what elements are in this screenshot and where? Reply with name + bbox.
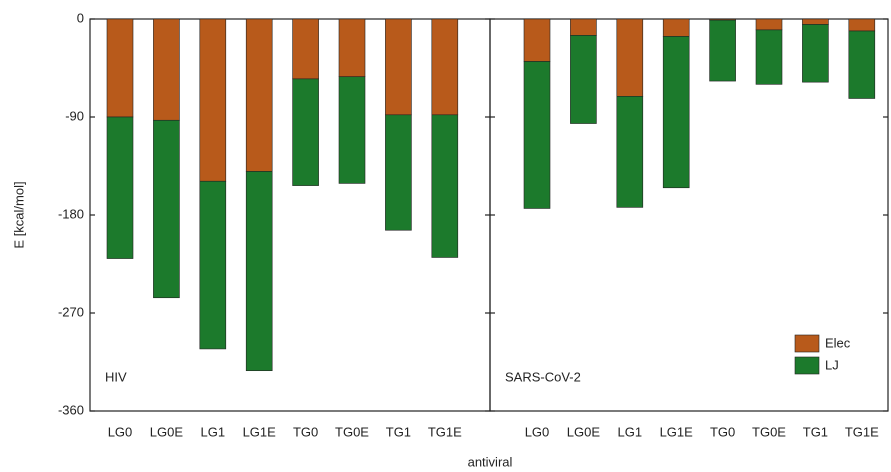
x-tick-label: TG1 [803, 424, 828, 439]
bar-segment [106, 116, 134, 259]
legend-label: Elec [825, 335, 851, 350]
bar-segment [848, 30, 876, 99]
bar-segment [662, 18, 690, 37]
x-tick-label: LG0 [525, 424, 550, 439]
panel-label: SARS-CoV-2 [505, 369, 581, 384]
bar-segment [802, 24, 829, 83]
x-tick-label: LG0 [108, 424, 133, 439]
x-axis-label: antiviral [468, 454, 513, 469]
x-tick-label: LG1 [618, 424, 643, 439]
legend-swatch [794, 356, 820, 375]
bar-segment [106, 18, 134, 118]
bar-segment [616, 96, 644, 208]
bar-segment [153, 119, 180, 299]
bar-segment [431, 18, 459, 116]
bar-segment [153, 18, 180, 121]
y-axis-label: E [kcal/mol] [11, 181, 26, 248]
bar-segment [755, 18, 783, 31]
bar-segment [338, 76, 366, 184]
x-tick-label: TG0 [293, 424, 318, 439]
bar-segment [709, 19, 736, 82]
bar-segment [662, 36, 690, 189]
bar-segment [199, 18, 227, 182]
bar-segment [385, 18, 412, 116]
bar-segment [338, 18, 366, 78]
y-tick-label: -270 [58, 304, 84, 319]
bar-segment [848, 18, 876, 32]
y-tick-label: -90 [65, 108, 84, 123]
x-tick-label: TG0 [710, 424, 735, 439]
bar-segment [245, 171, 273, 372]
bar-segment [431, 114, 459, 258]
x-tick-label: TG0E [752, 424, 786, 439]
x-tick-label: LG1E [660, 424, 694, 439]
bar-segment [292, 78, 319, 186]
bar-segment [199, 180, 227, 350]
x-tick-label: LG0E [567, 424, 601, 439]
bar-segment [802, 18, 829, 25]
y-tick-label: 0 [77, 10, 84, 25]
y-tick-label: -360 [58, 402, 84, 417]
bar-segment [385, 114, 412, 231]
x-tick-label: TG1E [428, 424, 462, 439]
x-tick-label: LG0E [150, 424, 184, 439]
legend-label: LJ [825, 357, 839, 372]
x-tick-label: TG1E [845, 424, 879, 439]
bar-segment [570, 18, 597, 36]
panel-frame [89, 18, 491, 412]
y-tick-label: -180 [58, 206, 84, 221]
panel-label: HIV [105, 369, 127, 384]
bar-segment [570, 35, 597, 124]
bar-segment [292, 18, 319, 80]
bar-segment [523, 18, 551, 62]
bar-segment [616, 18, 644, 97]
bar-segment [523, 61, 551, 209]
bar-segment [245, 18, 273, 172]
legend-swatch [794, 334, 820, 353]
bar-segment [755, 29, 783, 85]
x-tick-label: TG1 [386, 424, 411, 439]
x-tick-label: LG1E [243, 424, 277, 439]
x-tick-label: TG0E [335, 424, 369, 439]
x-tick-label: LG1 [201, 424, 226, 439]
